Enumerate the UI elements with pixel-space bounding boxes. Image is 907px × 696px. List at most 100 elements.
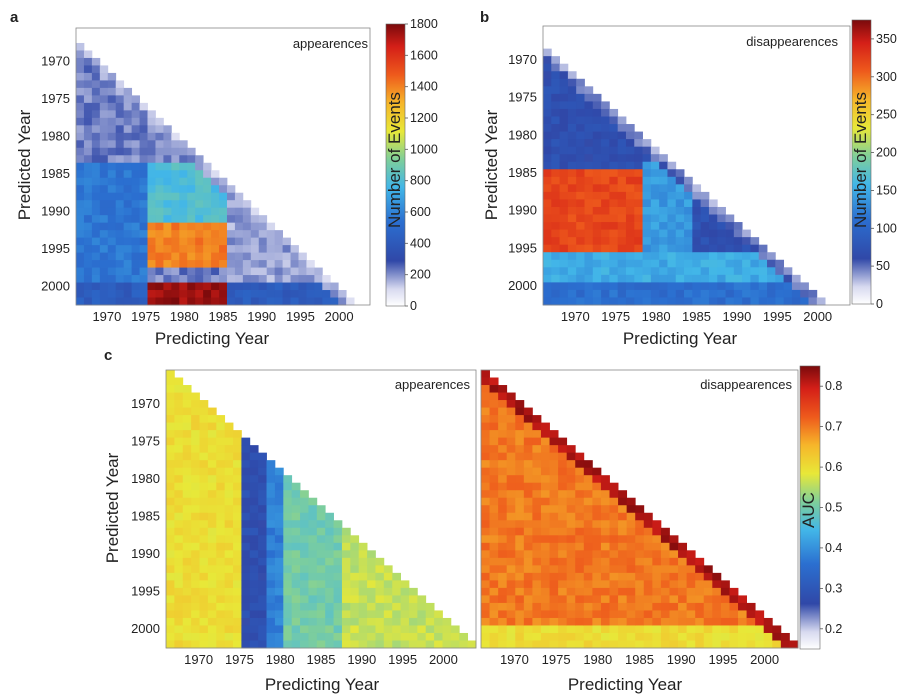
- heatmap-cell: [523, 527, 533, 536]
- heatmap-cell: [99, 245, 109, 253]
- heatmap-cell: [634, 274, 643, 283]
- heatmap-cell: [291, 595, 301, 604]
- heatmap-cell: [695, 617, 705, 626]
- heatmap-cell: [266, 512, 276, 521]
- heatmap-cell: [540, 527, 550, 536]
- heatmap-cell: [234, 200, 244, 209]
- heatmap-cell: [182, 430, 192, 439]
- heatmap-cell: [392, 572, 401, 581]
- heatmap-cell: [515, 520, 525, 529]
- c-cb-tick-0.5: 0.5: [825, 501, 842, 515]
- heatmap-cell: [584, 274, 594, 283]
- heatmap-cell: [592, 602, 602, 611]
- heatmap-cell: [316, 542, 326, 551]
- a-cb-tick-200: 200: [410, 268, 431, 282]
- heatmap-cell: [489, 497, 499, 506]
- heatmap-cell: [219, 192, 228, 201]
- heatmap-cell: [258, 542, 267, 551]
- heatmap-cell: [283, 550, 293, 559]
- heatmap-cell: [274, 632, 284, 641]
- heatmap-cell: [609, 595, 619, 604]
- heatmap-cell: [659, 176, 668, 185]
- heatmap-cell: [592, 297, 602, 306]
- heatmap-cell: [559, 131, 569, 140]
- heatmap-cell: [601, 229, 610, 238]
- heatmap-cell: [660, 602, 670, 611]
- heatmap-cell: [592, 244, 602, 253]
- heatmap-cell: [566, 550, 576, 559]
- heatmap-cell: [576, 229, 585, 238]
- heatmap-cell: [523, 602, 533, 611]
- heatmap-cell: [506, 445, 516, 454]
- heatmap-cell: [274, 467, 284, 476]
- heatmap-cell: [233, 452, 242, 461]
- plot-frame-a: [75, 27, 371, 306]
- heatmap-cell: [515, 415, 525, 423]
- heatmap-cell: [76, 230, 85, 239]
- heatmap-cell: [207, 610, 217, 619]
- heatmap-cell: [559, 267, 569, 276]
- heatmap-cell: [163, 177, 172, 186]
- heatmap-cell: [191, 535, 200, 544]
- heatmap-cell: [725, 244, 735, 253]
- heatmap-cell: [692, 252, 702, 261]
- heatmap-cell: [155, 177, 164, 186]
- heatmap-cell: [179, 260, 188, 268]
- heatmap-cell: [350, 542, 360, 551]
- c-cb-tick-0.3: 0.3: [825, 581, 842, 595]
- heatmap-cell: [115, 140, 125, 149]
- heatmap-cell: [523, 640, 533, 649]
- heatmap-cell: [684, 214, 693, 223]
- heatmap-cell: [199, 617, 209, 626]
- heatmap-cell: [609, 108, 619, 117]
- heatmap-cell: [489, 490, 499, 499]
- heatmap-cell: [187, 170, 196, 179]
- heatmap-cell: [283, 497, 293, 506]
- heatmap-cell: [99, 207, 109, 216]
- heatmap-cell: [684, 259, 693, 268]
- heatmap-cell: [650, 176, 660, 185]
- heatmap-cell: [678, 632, 688, 641]
- heatmap-cell: [417, 602, 427, 611]
- heatmap-cell: [171, 207, 180, 216]
- heatmap-cell: [523, 550, 533, 559]
- heatmap-cell: [642, 229, 652, 238]
- heatmap-cell: [775, 297, 785, 306]
- a-y-tick-1980: 1980: [41, 129, 70, 144]
- heatmap-cell: [179, 200, 188, 209]
- heatmap-cell: [187, 297, 196, 306]
- heatmap-cell: [450, 625, 460, 634]
- heatmap-cell: [592, 259, 602, 268]
- heatmap-cell: [678, 595, 688, 604]
- heatmap-cell: [567, 93, 577, 102]
- heatmap-cell: [139, 275, 148, 283]
- heatmap-cell: [233, 445, 242, 454]
- heatmap-cell: [115, 177, 125, 186]
- heatmap-cell: [609, 116, 619, 125]
- heatmap-cell: [207, 527, 217, 536]
- heatmap-cell: [76, 290, 85, 298]
- heatmap-cell: [203, 260, 212, 268]
- heatmap-cell: [226, 207, 236, 216]
- heatmap-cell: [76, 102, 85, 111]
- heatmap-cell: [575, 527, 585, 536]
- a-x-tick-1985: 1985: [209, 309, 238, 324]
- heatmap-cell: [592, 191, 602, 200]
- heatmap-cell: [592, 161, 602, 170]
- heatmap-cell: [498, 632, 508, 641]
- heatmap-cell: [163, 275, 172, 283]
- heatmap-cell: [489, 527, 499, 536]
- heatmap-cell: [660, 625, 670, 634]
- heatmap-cell: [758, 274, 768, 283]
- heatmap-cell: [549, 437, 559, 446]
- heatmap-cell: [481, 610, 490, 619]
- heatmap-cell: [350, 565, 360, 574]
- heatmap-cell: [233, 595, 242, 604]
- heatmap-cell: [583, 542, 593, 551]
- heatmap-cell: [367, 557, 376, 566]
- heatmap-cell: [195, 230, 204, 239]
- heatmap-cell: [708, 289, 718, 298]
- heatmap-cell: [567, 101, 577, 110]
- heatmap-cell: [617, 252, 627, 261]
- heatmap-cell: [498, 415, 508, 423]
